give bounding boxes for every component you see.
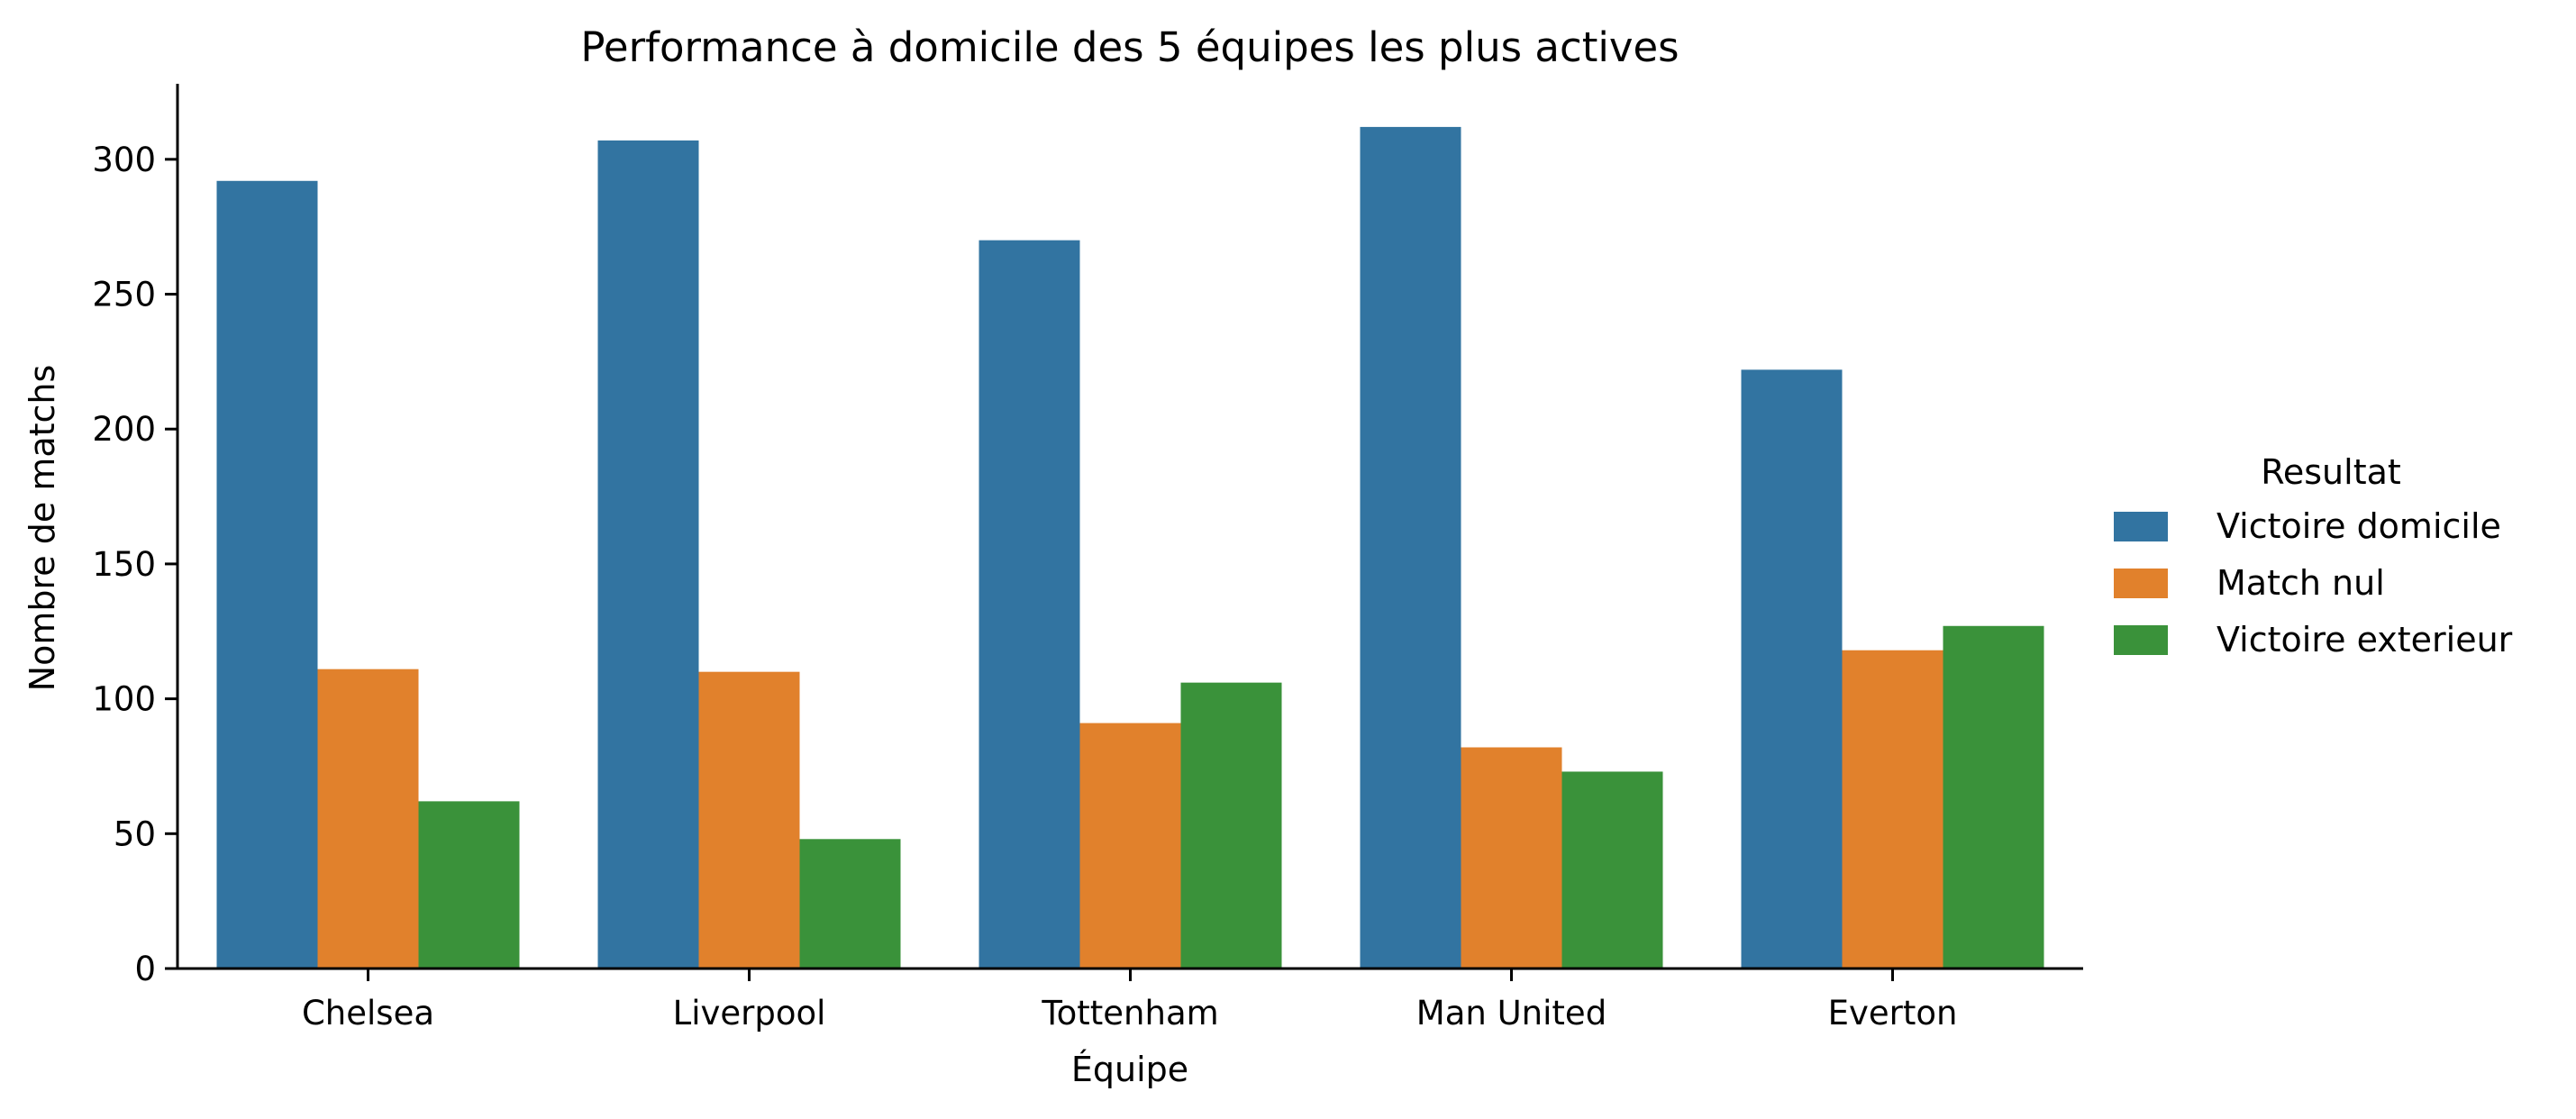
legend-entry-label: Victoire domicile — [2216, 506, 2501, 546]
x-axis: Chelsea Liverpool Tottenham Man United Evert… — [177, 967, 2083, 1033]
bar-chelsea-3 — [418, 801, 520, 969]
x-axis-label: Équipe — [1071, 1050, 1188, 1089]
bar-everton-1 — [1741, 369, 1843, 969]
bar-tottenham-3 — [1180, 682, 1282, 969]
x-tick-label: Tottenham — [1041, 994, 1218, 1033]
bar-liverpool-1 — [597, 140, 699, 969]
y-tick-label: 100 — [92, 680, 156, 719]
legend-swatch — [2114, 512, 2168, 541]
legend-swatch — [2114, 569, 2168, 598]
bars — [216, 126, 2044, 969]
bar-tottenham-2 — [1079, 723, 1181, 969]
bar-liverpool-2 — [698, 671, 800, 969]
y-tick-label: 0 — [134, 950, 156, 988]
y-tick-label: 50 — [114, 814, 156, 853]
legend-title: Resultat — [2261, 452, 2401, 492]
bar-everton-2 — [1842, 650, 1943, 969]
bar-man-united-2 — [1461, 747, 1562, 969]
y-tick-label: 300 — [92, 141, 156, 179]
y-tick-label: 150 — [92, 545, 156, 584]
x-tick-label: Everton — [1828, 994, 1958, 1033]
legend-entry-label: Victoire exterieur — [2216, 620, 2513, 660]
legend-swatch — [2114, 625, 2168, 655]
bar-man-united-1 — [1360, 126, 1461, 969]
bar-man-united-3 — [1561, 771, 1663, 969]
bar-chelsea-1 — [216, 180, 318, 969]
bar-tottenham-1 — [979, 240, 1080, 969]
chart-title: Performance à domicile des 5 équipes les… — [580, 23, 1679, 71]
y-axis: 0 50 100 150 200 250 300 — [92, 84, 179, 988]
bar-liverpool-3 — [799, 839, 901, 969]
x-tick-label: Chelsea — [302, 994, 434, 1033]
bar-everton-3 — [1943, 625, 2044, 969]
bar-chelsea-2 — [317, 669, 419, 969]
y-axis-label: Nombre de matchs — [23, 365, 62, 692]
legend: Resultat Victoire domicile Match nul Victo… — [2114, 452, 2513, 660]
x-tick-label: Man United — [1416, 994, 1607, 1033]
x-tick-label: Liverpool — [673, 994, 826, 1033]
y-tick-label: 250 — [92, 276, 156, 314]
legend-entry-label: Match nul — [2216, 563, 2385, 603]
y-tick-label: 200 — [92, 410, 156, 449]
